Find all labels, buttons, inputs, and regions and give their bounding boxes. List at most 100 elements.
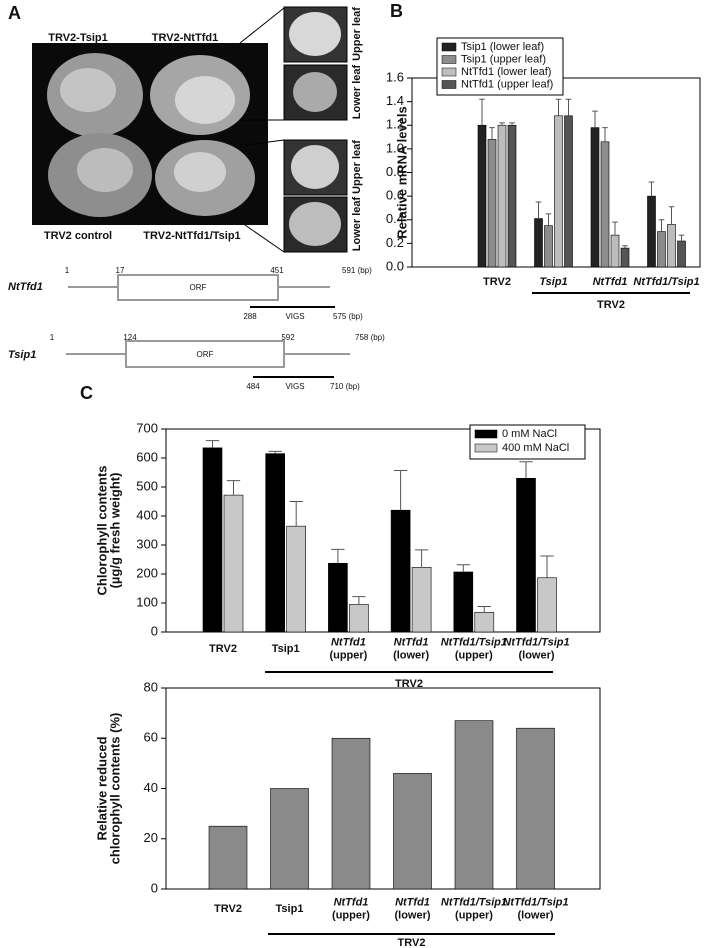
y-tick-label: 300 (136, 536, 158, 551)
legend-swatch (441, 55, 457, 64)
bar (667, 224, 676, 268)
y-tick-label: 40 (144, 780, 158, 795)
bar (487, 139, 497, 268)
panel-label: C (80, 383, 93, 403)
gene-name: Tsip1 (8, 349, 36, 361)
error-bar (622, 245, 628, 249)
x-tick-label: NtTfd1 (lower) (393, 636, 429, 661)
legend-label: Tsip1 (upper leaf) (461, 53, 546, 65)
x-tick-label: Tsip1 (276, 903, 304, 915)
leaf-label: Lower leaf (351, 64, 363, 119)
position-label: 124 (123, 333, 137, 342)
y-tick-label: 600 (136, 449, 158, 464)
position-label: 484 (246, 382, 260, 391)
y-tick-label: 1.6 (386, 69, 404, 84)
plot-frame (165, 428, 601, 633)
legend-label: 400 mM NaCl (502, 442, 569, 454)
bar (564, 115, 573, 268)
photo-label: TRV2 control (44, 230, 112, 242)
y-tick-label: 0.4 (386, 211, 404, 226)
position-label: 288 (243, 312, 257, 321)
x-tick-label: Tsip1 (539, 276, 567, 288)
x-tick-label: TRV2 (214, 903, 242, 915)
x-tick-label: NtTfd1 (lower) (394, 896, 430, 921)
panel-label: B (390, 1, 403, 21)
photo-label: TRV2-Tsip1 (48, 32, 108, 44)
legend-label: Tsip1 (lower leaf) (461, 41, 544, 53)
plant-photo (32, 43, 268, 225)
y-tick-label: 200 (136, 565, 158, 580)
bar (620, 247, 630, 268)
x-tick-label: NtTfd1 (593, 276, 628, 288)
legend-label: NtTfd1 (upper leaf) (461, 78, 553, 90)
orf-label: ORF (190, 283, 207, 292)
leaf-label: Upper leaf (351, 7, 363, 61)
x-tick-label: Tsip1 (272, 643, 300, 655)
position-label: 592 (281, 333, 295, 342)
bar (657, 231, 666, 268)
legend-swatch (441, 67, 457, 77)
x-tick-label: TRV2 (209, 643, 237, 655)
bar (544, 225, 553, 268)
legend-swatch (474, 429, 498, 439)
group-label: TRV2 (398, 937, 426, 948)
bar (610, 234, 620, 268)
bar (516, 477, 536, 633)
y-tick-label: 100 (136, 594, 158, 609)
x-tick-label: TRV2 (483, 276, 511, 288)
error-bar (519, 461, 533, 479)
orf-label: ORF (197, 350, 214, 359)
position-label: 575 (bp) (333, 312, 363, 321)
error-bar (648, 181, 655, 197)
bar (677, 240, 686, 268)
error-bar (658, 219, 665, 232)
x-tick-label: NtTfd1/Tsip1 (upper) (441, 896, 507, 921)
error-bar (555, 98, 562, 116)
legend-swatch (474, 443, 498, 453)
bar (477, 124, 487, 268)
bar (590, 127, 600, 268)
y-axis-title: Relative reducedchlorophyll contents (%) (95, 713, 123, 865)
error-bar (477, 605, 491, 613)
error-bar (509, 122, 515, 126)
bar (534, 218, 543, 268)
leaf-photos (239, 6, 348, 253)
y-tick-label: 0 (151, 623, 158, 638)
position-label: 451 (270, 266, 284, 275)
error-bar (489, 127, 495, 140)
legend-swatch (441, 80, 457, 89)
error-bar (592, 110, 598, 128)
bar (507, 124, 517, 268)
legend-label: 0 mM NaCl (502, 428, 557, 440)
bar (349, 604, 369, 633)
bar (411, 567, 432, 633)
error-bar (678, 234, 685, 242)
bar (497, 124, 507, 268)
photo-label: TRV2-NtTfd1 (152, 32, 218, 44)
gene-name: NtTfd1 (8, 281, 43, 293)
x-tick-label: NtTfd1 (upper) (332, 896, 370, 921)
group-label: TRV2 (395, 678, 423, 690)
error-bar (668, 206, 675, 225)
error-bar (414, 549, 429, 568)
position-label: 1 (50, 333, 55, 342)
bar (270, 788, 309, 890)
y-tick-label: 60 (144, 730, 158, 745)
error-bar (602, 127, 608, 142)
position-label: 17 (116, 266, 125, 275)
vigs-label: VIGS (285, 312, 304, 321)
y-axis-title: Chlorophyll contents(µg/g fresh weight) (95, 466, 123, 596)
legend-swatch (441, 42, 457, 52)
position-label: 758 (bp) (355, 333, 385, 342)
y-tick-label: 0.0 (386, 258, 404, 273)
x-tick-label: NtTfd1/Tsip1 (633, 276, 699, 288)
bar (208, 825, 248, 890)
error-bar (289, 501, 303, 527)
y-tick-label: 500 (136, 478, 158, 493)
error-bar (535, 201, 542, 219)
bar (537, 577, 557, 633)
error-bar (268, 450, 282, 454)
bar (647, 195, 656, 268)
y-tick-label: 0 (151, 880, 158, 895)
bar (328, 562, 348, 633)
